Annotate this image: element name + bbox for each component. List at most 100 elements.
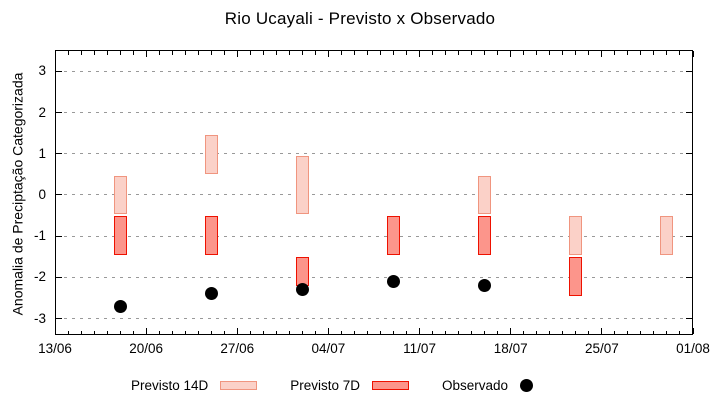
x-minor-tick bbox=[80, 51, 82, 55]
observado-dot bbox=[113, 299, 127, 313]
y-tick-label: 1 bbox=[38, 145, 46, 161]
x-minor-tick bbox=[445, 330, 447, 334]
x-minor-tick bbox=[275, 51, 277, 55]
x-minor-tick bbox=[288, 51, 290, 55]
x-minor-tick bbox=[353, 51, 355, 55]
x-minor-tick bbox=[497, 330, 499, 334]
x-minor-tick bbox=[627, 51, 629, 55]
y-tick bbox=[56, 194, 62, 196]
x-tick-label: 01/08 bbox=[676, 341, 710, 356]
previsto-14d-bar bbox=[569, 215, 583, 255]
y-tick bbox=[686, 70, 692, 72]
x-minor-tick bbox=[562, 330, 564, 334]
y-tick bbox=[56, 235, 62, 237]
y-tick bbox=[56, 70, 62, 72]
x-minor-tick bbox=[549, 330, 551, 334]
x-minor-tick bbox=[210, 330, 212, 334]
x-major-tick bbox=[419, 328, 421, 334]
x-minor-tick bbox=[184, 51, 186, 55]
x-minor-tick bbox=[484, 51, 486, 55]
x-major-tick bbox=[419, 51, 421, 57]
x-minor-tick bbox=[679, 51, 681, 55]
observado-dot bbox=[295, 283, 309, 297]
y-tick bbox=[56, 153, 62, 155]
x-minor-tick bbox=[536, 51, 538, 55]
x-major-tick bbox=[601, 51, 603, 57]
y-tick-label: -3 bbox=[33, 310, 46, 326]
x-minor-tick bbox=[471, 51, 473, 55]
x-minor-tick bbox=[380, 51, 381, 55]
x-major-tick bbox=[327, 328, 329, 334]
x-minor-tick bbox=[223, 330, 225, 334]
x-minor-tick bbox=[67, 330, 69, 334]
previsto-14d-bar bbox=[113, 176, 127, 214]
x-minor-tick bbox=[249, 330, 251, 334]
x-minor-tick bbox=[314, 330, 316, 334]
y-tick bbox=[686, 276, 692, 278]
x-minor-tick bbox=[380, 330, 381, 334]
x-minor-tick bbox=[653, 330, 655, 334]
x-minor-tick bbox=[93, 330, 95, 334]
x-tick-label: 04/07 bbox=[311, 341, 346, 356]
x-minor-tick bbox=[627, 330, 629, 334]
previsto-14d-bar bbox=[478, 176, 492, 214]
y-tick bbox=[686, 318, 692, 320]
x-major-tick bbox=[510, 328, 512, 334]
observado-dot bbox=[478, 279, 492, 293]
x-major-tick bbox=[510, 51, 512, 57]
x-minor-tick bbox=[158, 330, 160, 334]
previsto-14d-bar bbox=[204, 135, 218, 175]
y-gridline bbox=[56, 70, 692, 72]
x-minor-tick bbox=[249, 51, 251, 55]
x-minor-tick bbox=[679, 330, 681, 334]
x-minor-tick bbox=[640, 51, 642, 55]
x-minor-tick bbox=[288, 330, 290, 334]
x-major-tick bbox=[145, 328, 147, 334]
x-minor-tick bbox=[197, 51, 199, 55]
x-minor-tick bbox=[666, 330, 668, 334]
x-minor-tick bbox=[223, 51, 225, 55]
x-minor-tick bbox=[171, 51, 173, 55]
chart-title: Rio Ucayali - Previsto x Observado bbox=[224, 9, 496, 28]
y-tick-label: 2 bbox=[38, 104, 46, 120]
previsto-7d-bar bbox=[478, 215, 492, 255]
y-tick bbox=[56, 276, 62, 278]
previsto-14d-bar bbox=[660, 215, 674, 255]
x-minor-tick bbox=[614, 51, 616, 55]
y-gridline bbox=[56, 318, 692, 320]
x-minor-tick bbox=[158, 51, 160, 55]
y-tick bbox=[686, 112, 692, 114]
y-tick bbox=[686, 235, 692, 237]
x-minor-tick bbox=[614, 330, 616, 334]
x-minor-tick bbox=[575, 330, 577, 334]
x-minor-tick bbox=[106, 330, 108, 334]
x-minor-tick bbox=[275, 330, 277, 334]
x-major-tick bbox=[692, 328, 694, 334]
previsto-14d-swatch bbox=[220, 380, 258, 390]
previsto-7d-bar bbox=[204, 215, 218, 255]
previsto-7d-swatch bbox=[372, 380, 410, 390]
x-minor-tick bbox=[406, 330, 408, 334]
y-tick bbox=[56, 318, 62, 320]
y-tick-label: -1 bbox=[33, 228, 46, 244]
x-minor-tick bbox=[471, 330, 473, 334]
x-minor-tick bbox=[640, 330, 642, 334]
x-minor-tick bbox=[119, 330, 121, 334]
x-minor-tick bbox=[197, 330, 199, 334]
x-tick-label: 25/07 bbox=[584, 341, 619, 356]
y-gridline bbox=[56, 112, 692, 114]
x-minor-tick bbox=[497, 51, 499, 55]
observado-dot bbox=[387, 274, 401, 288]
previsto-7d-bar bbox=[113, 215, 127, 255]
y-tick-label: 0 bbox=[38, 186, 46, 202]
x-tick-label: 13/06 bbox=[38, 341, 72, 356]
x-minor-tick bbox=[93, 51, 95, 55]
x-minor-tick bbox=[340, 51, 342, 55]
x-tick-label: 27/06 bbox=[220, 341, 255, 356]
x-minor-tick bbox=[210, 51, 212, 55]
x-minor-tick bbox=[119, 51, 121, 55]
x-minor-tick bbox=[523, 51, 525, 55]
y-gridline bbox=[56, 235, 692, 237]
x-major-tick bbox=[236, 51, 238, 57]
legend-item-observado: Observado bbox=[442, 378, 534, 393]
